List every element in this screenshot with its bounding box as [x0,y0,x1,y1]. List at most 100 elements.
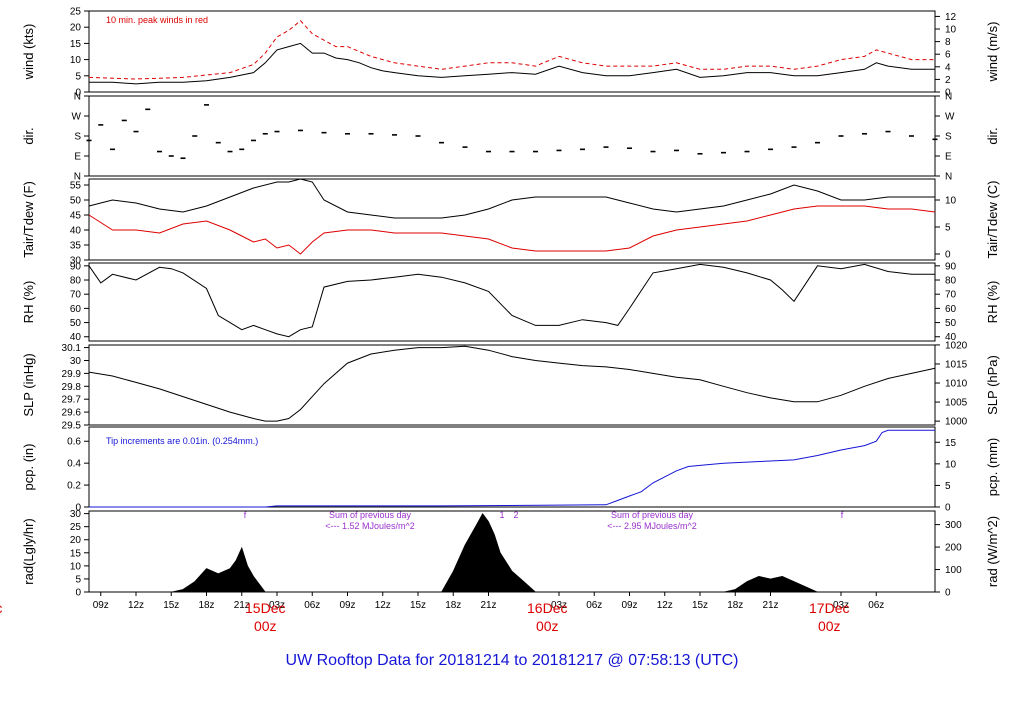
dir-ytick-label: W [72,112,82,123]
day-label-date: 17Dec [809,600,849,616]
slp-rtick-label: 1015 [945,359,968,370]
pcp-line-series-blue [89,429,935,508]
rad-ylabel-right: rad (W/m^2) [985,516,1000,587]
time-tick-label: 15z [692,600,708,611]
rad-sum2-line1: Sum of previous day [611,510,694,520]
time-tick-label: 21z [234,600,250,611]
slp-rtick-label: 1020 [945,340,968,351]
time-tick-label: 03z [833,600,849,611]
wind-line-series-red [88,20,935,80]
wind-ytick-label: 25 [70,7,82,18]
temp-rtick-label: 10 [945,196,957,207]
dir-rtick-label: S [945,132,952,143]
wind-ytick-label: 5 [75,71,81,82]
slp-ytick-label: 29.6 [62,408,82,419]
pcp-ytick-label: 0.6 [67,437,81,448]
rad-ylabel: rad(Lgly/hr) [21,518,36,584]
slp-ytick-label: 29.9 [62,369,82,380]
dir-ylabel-right: dir. [985,127,1000,144]
time-tick-label: 18z [198,600,214,611]
wind-frame [88,10,936,93]
rad-mark-f-1: f [244,510,247,520]
wind-ytick-label: 10 [70,55,82,66]
temp-rtick-label: 0 [945,250,951,261]
wind-rtick-label: 4 [945,62,951,73]
pcp-ytick-label: 0.2 [67,481,81,492]
rad-ytick-label: 0 [75,588,81,599]
time-tick-label: 15z [410,600,426,611]
slp-rtick-label: 1000 [945,417,968,428]
dir-rtick-label: W [945,112,955,123]
rad-mark-f-2: f [841,510,844,520]
temp-ytick-label: 35 [70,241,82,252]
time-tick-label: 06z [586,600,602,611]
time-tick-label: 21z [480,600,496,611]
slp-rtick-label: 1005 [945,398,968,409]
temp-ytick-label: 50 [70,196,82,207]
pcp-ylabel: pcp. (in) [21,444,36,491]
slp-ytick-label: 29.8 [62,382,82,393]
page-title: UW Rooftop Data for 20181214 to 20181217… [286,652,739,669]
rh-rtick-label: 60 [945,304,957,315]
rh-ylabel: RH (%) [21,281,36,324]
wind-rtick-label: 8 [945,37,951,48]
dir-ytick-label: N [74,172,81,183]
pcp-ylabel-right: pcp. (mm) [985,438,1000,497]
temp-ytick-label: 45 [70,211,82,222]
time-tick-label: 12z [657,600,673,611]
dir-ytick-label: S [74,132,81,143]
time-tick-label: 09z [621,600,637,611]
day-label-hour: 00z [536,618,559,634]
slp-line-series-black [88,345,936,422]
rad-sum1-line1: Sum of previous day [329,510,412,520]
rad-ytick-label: 10 [70,561,82,572]
time-tick-label: 09z [339,600,355,611]
dir-ytick-label: N [74,92,81,103]
rad-rtick-label: 100 [945,565,962,576]
temp-ylabel-right: Tair/Tdew (C) [985,180,1000,258]
panel-slp: 29.5 29.6 29.7 29.8 29.9 30 30.1 1000 1005 1010 10… [21,340,1000,431]
dir-rtick-label: N [945,172,952,183]
time-tick-label: 03z [551,600,567,611]
time-tick-label: 15z [163,600,179,611]
temp-line-series-black [88,178,935,219]
rad-rtick-label: 300 [945,520,962,531]
time-tick-label: 12z [128,600,144,611]
rh-ylabel-right: RH (%) [985,281,1000,324]
rh-ytick-label: 40 [70,332,82,343]
time-tick-label: 18z [445,600,461,611]
slp-ytick-label: 30.1 [62,343,82,354]
pcp-ytick-label: 0.4 [67,459,81,470]
slp-rtick-label: 1010 [945,379,968,390]
rh-rtick-label: 70 [945,290,957,301]
temp-rtick-label: 5 [945,223,951,234]
dir-ylabel: dir. [21,127,36,144]
pcp-rtick-label: 10 [945,459,957,470]
temp-ytick-label: 30 [70,256,82,267]
slp-ytick-label: 30 [70,356,82,367]
rh-rtick-label: 90 [945,261,957,272]
time-tick-label: 21z [762,600,778,611]
slp-ytick-label: 29.7 [62,395,82,406]
slp-frame [88,344,936,426]
wind-rtick-label: 6 [945,50,951,61]
rh-frame [88,262,936,342]
rad-ytick-label: 15 [70,548,82,559]
rad-sum2-line2: <--- 2.95 MJoules/m^2 [607,521,697,531]
rad-ytick-label: 5 [75,574,81,585]
day-label-date: 15Dec [245,600,285,616]
time-tick-label: 03z [269,600,285,611]
wind-ylabel: wind (kts) [21,24,36,81]
panel-pcp: 0 0.2 0.4 0.6 0 5 10 15 pcp. (in) pcp. (mm) [21,426,1000,514]
rad-rtick-label: 200 [945,543,962,554]
rad-area-series [89,513,935,593]
pcp-ytick-label: 0 [75,503,81,514]
day-label-hour: 00z [818,618,841,634]
panel-temp: 30 35 40 45 50 55 0 5 10 Tair/Tdew (F) Tair/Tdew (… [21,178,1000,267]
temp-ylabel: Tair/Tdew (F) [21,181,36,258]
day-label-date: ec [0,600,2,616]
